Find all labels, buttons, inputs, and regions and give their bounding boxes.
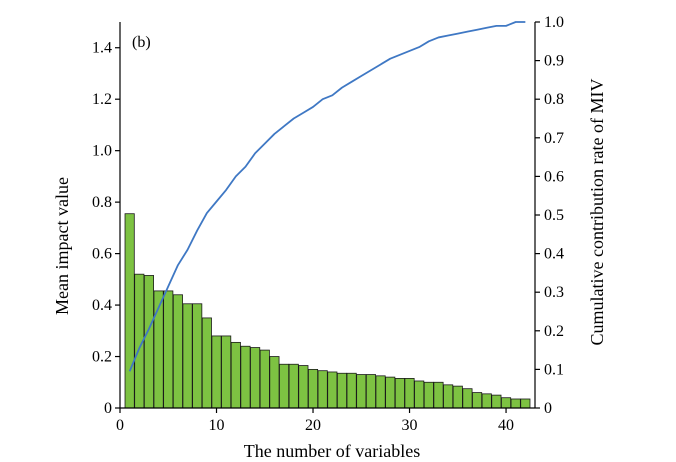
y-left-tick-label: 0.2 bbox=[92, 349, 112, 366]
y-right-tick-label: 0.7 bbox=[544, 130, 564, 147]
bar bbox=[259, 349, 270, 409]
y-left-tick-label: 1.2 bbox=[92, 91, 112, 108]
axes: 0 10 20 30 40 0 0.2 0.4 0.6 0.8 1.0 1.2 1.4 0 0.1 0.2 0.… bbox=[92, 14, 564, 434]
bar bbox=[307, 368, 319, 409]
bar bbox=[385, 376, 396, 409]
bar bbox=[201, 317, 212, 409]
y-right-tick-label: 0.5 bbox=[544, 207, 564, 224]
y-left-tick-label: 0.4 bbox=[92, 297, 112, 314]
bar bbox=[404, 378, 415, 409]
bar bbox=[481, 393, 492, 409]
bar bbox=[520, 398, 531, 409]
x-tick-label: 20 bbox=[305, 417, 321, 434]
bar bbox=[172, 294, 183, 409]
bar bbox=[317, 370, 328, 409]
y-right-tick-label: 0.8 bbox=[544, 91, 564, 108]
bar bbox=[433, 381, 444, 409]
bar bbox=[452, 385, 463, 409]
y-right-tick-label: 0.4 bbox=[544, 246, 564, 263]
bar bbox=[250, 347, 261, 409]
bar bbox=[491, 394, 502, 409]
x-tick-label: 40 bbox=[498, 417, 514, 434]
bar bbox=[327, 371, 338, 409]
x-tick-label: 30 bbox=[402, 417, 418, 434]
bar bbox=[394, 378, 405, 409]
bar bbox=[346, 372, 357, 409]
bar bbox=[192, 303, 203, 409]
y-left-tick-label: 0.6 bbox=[92, 246, 112, 263]
y-right-tick-label: 0.2 bbox=[544, 323, 564, 340]
bar bbox=[356, 374, 367, 409]
x-tick-label: 0 bbox=[116, 417, 124, 434]
bar bbox=[443, 384, 454, 409]
bar bbox=[336, 372, 348, 409]
y-left-tick-label: 0 bbox=[104, 400, 112, 417]
y-left-tick-label: 1.4 bbox=[92, 40, 112, 57]
bar-series bbox=[124, 213, 531, 409]
bar bbox=[240, 345, 251, 409]
y-right-tick-label: 0.1 bbox=[544, 361, 564, 378]
bar bbox=[163, 290, 174, 409]
bar bbox=[510, 398, 521, 409]
bar bbox=[143, 275, 154, 409]
y-right-tick-label: 0 bbox=[544, 400, 552, 417]
y-right-tick-label: 0.3 bbox=[544, 284, 564, 301]
line-series-layer bbox=[128, 21, 526, 372]
bar bbox=[472, 392, 483, 409]
y-axis-right-title: Cumulative contribution rate of MIV bbox=[587, 79, 607, 346]
panel-label: (b) bbox=[132, 34, 151, 51]
y-right-tick-label: 0.6 bbox=[544, 168, 564, 185]
bar bbox=[375, 375, 386, 409]
bar bbox=[298, 365, 309, 409]
bar bbox=[221, 335, 232, 409]
y-left-tick-label: 1.0 bbox=[92, 143, 112, 160]
bar bbox=[269, 356, 280, 409]
bar bbox=[288, 363, 299, 409]
bar bbox=[501, 397, 512, 409]
bar bbox=[279, 363, 290, 409]
x-axis-title: The number of variables bbox=[244, 441, 420, 461]
y-right-tick-label: 0.9 bbox=[544, 53, 564, 70]
y-right-tick-label: 1.0 bbox=[544, 14, 564, 31]
bar bbox=[462, 388, 473, 409]
bar bbox=[230, 341, 241, 409]
y-left-tick-label: 0.8 bbox=[92, 194, 112, 211]
bar bbox=[423, 381, 434, 409]
bar bbox=[124, 213, 135, 409]
cumulative-line bbox=[128, 21, 526, 372]
bar bbox=[414, 380, 425, 409]
bar bbox=[365, 374, 376, 409]
y-axis-left-title: Mean impact value bbox=[52, 177, 72, 315]
bar bbox=[182, 303, 193, 409]
x-tick-label: 10 bbox=[209, 417, 225, 434]
bar bbox=[211, 335, 222, 409]
